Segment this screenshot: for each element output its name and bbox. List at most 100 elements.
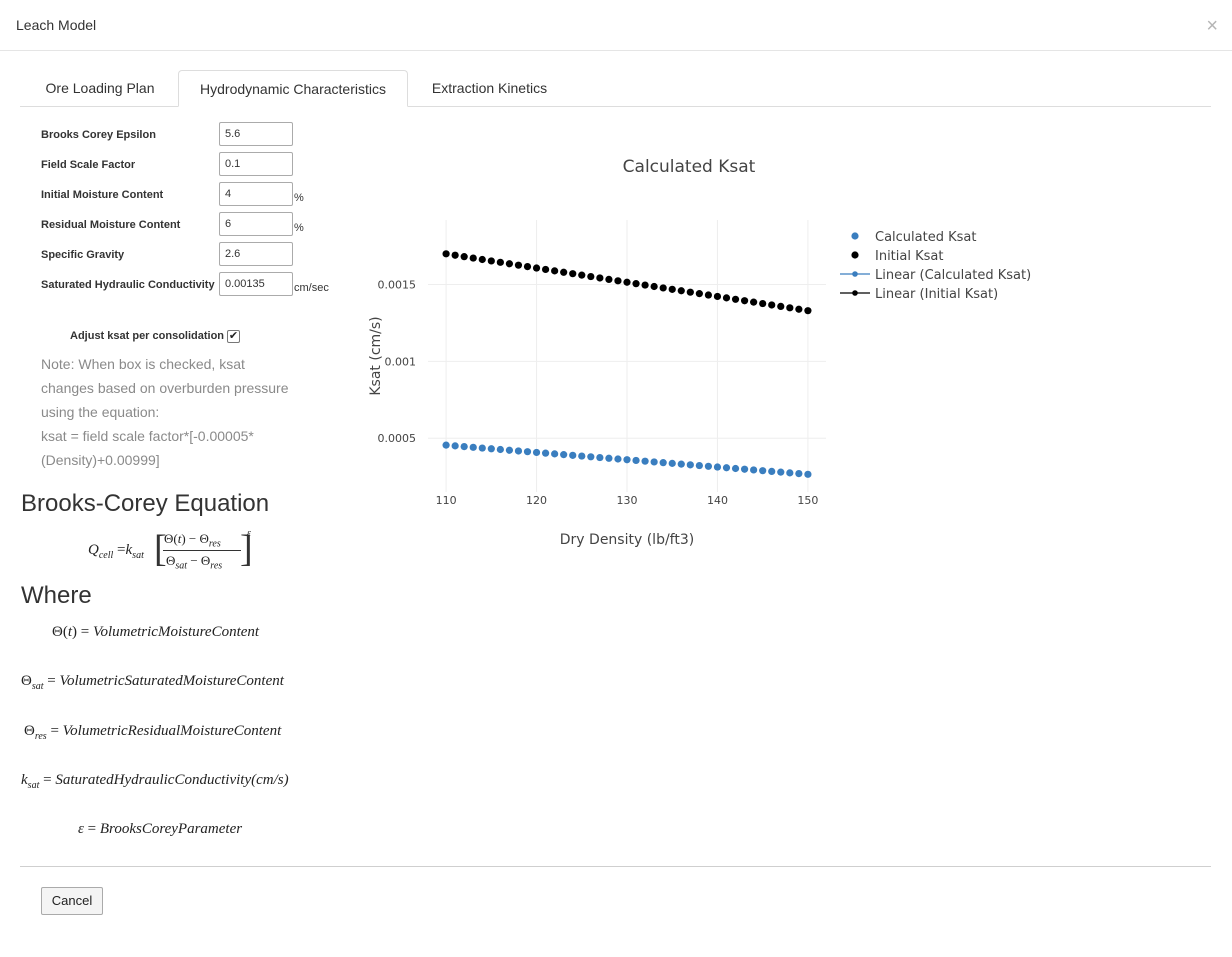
equation-lhs: Qcell =ksat xyxy=(88,542,144,561)
data-point-series-1 xyxy=(704,291,713,299)
data-point-series-0 xyxy=(750,466,758,474)
data-point-series-1 xyxy=(632,280,640,288)
where-heading: Where xyxy=(21,582,92,609)
data-point-series-1 xyxy=(496,258,504,266)
where-epsilon-text: BrooksCoreyParameter xyxy=(99,821,243,837)
note-line: (Density)+0.00999] xyxy=(41,452,160,468)
consolidation-note: Note: When box is checked, ksat changes … xyxy=(41,352,311,472)
data-point-series-0 xyxy=(722,464,731,472)
initial-moisture-unit: % xyxy=(294,192,304,204)
data-point-series-1 xyxy=(605,275,613,283)
tab-extraction-kinetics[interactable]: Extraction Kinetics xyxy=(431,80,548,96)
data-point-series-0 xyxy=(460,442,468,451)
initial-moisture-input[interactable] xyxy=(219,182,293,206)
data-point-series-0 xyxy=(768,467,776,476)
data-point-series-0 xyxy=(668,459,676,467)
where-theta-res: Θres = VolumetricResidualMoistureContent xyxy=(24,723,282,742)
data-point-series-0 xyxy=(777,468,785,476)
data-point-series-0 xyxy=(695,461,703,470)
data-point-series-1 xyxy=(514,261,523,269)
data-point-series-1 xyxy=(532,264,541,272)
specific-gravity-input[interactable] xyxy=(219,242,293,266)
legend-marker-3 xyxy=(852,290,858,296)
data-point-series-1 xyxy=(768,301,776,309)
where-theta-res-text: VolumetricResidualMoistureContent xyxy=(62,723,282,739)
data-point-series-1 xyxy=(759,299,767,308)
equation-numerator: Θ(t) − Θres xyxy=(164,531,221,550)
data-point-series-0 xyxy=(578,452,586,460)
data-point-series-0 xyxy=(596,453,604,462)
residual-moisture-input[interactable] xyxy=(219,212,293,236)
data-point-series-1 xyxy=(487,257,495,265)
data-point-series-0 xyxy=(632,456,640,465)
close-icon[interactable]: × xyxy=(1206,15,1218,37)
data-point-series-0 xyxy=(451,442,459,450)
equation-denominator: Θsat − Θres xyxy=(166,553,223,572)
field-scale-row: Field Scale Factor xyxy=(41,152,341,176)
data-point-series-1 xyxy=(569,270,577,278)
note-line: using the equation: xyxy=(41,404,160,420)
tab-ore-loading-plan[interactable]: Ore Loading Plan xyxy=(45,80,155,96)
adjust-ksat-checkbox[interactable]: ✔ xyxy=(227,330,240,343)
data-point-series-1 xyxy=(614,277,622,285)
sat-conductivity-label: Saturated Hydraulic Conductivity xyxy=(41,279,215,291)
data-point-series-0 xyxy=(541,449,550,457)
data-point-series-0 xyxy=(514,447,523,455)
data-point-series-0 xyxy=(804,470,812,478)
data-point-series-1 xyxy=(686,288,694,296)
data-point-series-1 xyxy=(668,285,676,293)
x-tick-label: 130 xyxy=(617,494,638,507)
data-point-series-0 xyxy=(478,444,486,452)
initial-moisture-row: Initial Moisture Content % xyxy=(41,182,341,206)
data-point-series-1 xyxy=(442,250,450,258)
where-ksat: ksat = SaturatedHydraulicConductivity(cm… xyxy=(21,772,289,791)
data-point-series-0 xyxy=(560,451,568,459)
x-tick-label: 140 xyxy=(707,494,728,507)
where-theta-sat-text: VolumetricSaturatedMoistureContent xyxy=(59,673,284,689)
footer-divider xyxy=(20,866,1211,867)
residual-moisture-unit: % xyxy=(294,222,304,234)
data-point-series-0 xyxy=(677,460,685,468)
data-point-series-0 xyxy=(759,467,767,475)
sat-conductivity-unit: cm/sec xyxy=(294,282,329,294)
specific-gravity-row: Specific Gravity xyxy=(41,242,341,266)
data-point-series-1 xyxy=(641,281,649,289)
legend-label-3: Linear (Initial Ksat) xyxy=(875,287,998,302)
data-point-series-1 xyxy=(677,287,685,295)
data-point-series-1 xyxy=(578,271,586,279)
x-axis-label: Dry Density (lb/ft3) xyxy=(560,532,694,548)
epsilon-row: Brooks Corey Epsilon xyxy=(41,122,341,146)
data-point-series-1 xyxy=(659,284,667,292)
modal-title: Leach Model xyxy=(16,17,97,33)
data-point-series-0 xyxy=(469,443,477,451)
x-tick-label: 110 xyxy=(436,494,457,507)
epsilon-label: Brooks Corey Epsilon xyxy=(41,129,156,141)
data-point-series-1 xyxy=(460,253,468,261)
data-point-series-0 xyxy=(659,459,667,467)
legend-label-2: Linear (Calculated Ksat) xyxy=(875,268,1031,283)
legend-label-0: Calculated Ksat xyxy=(875,230,976,245)
epsilon-input[interactable] xyxy=(219,122,293,146)
cancel-button[interactable]: Cancel xyxy=(41,887,103,915)
x-tick-label: 150 xyxy=(797,494,818,507)
left-bracket: [ xyxy=(154,528,167,570)
epsilon-exponent: ε xyxy=(247,528,251,539)
data-point-series-1 xyxy=(695,290,703,298)
data-point-series-0 xyxy=(569,451,577,459)
data-point-series-0 xyxy=(713,463,722,471)
y-tick-label: 0.001 xyxy=(385,355,417,368)
tab-hydrodynamic-characteristics[interactable]: Hydrodynamic Characteristics xyxy=(178,70,408,107)
data-point-series-0 xyxy=(686,461,694,469)
data-point-series-1 xyxy=(713,292,722,301)
where-theta-t: Θ(t) = VolumetricMoistureContent xyxy=(52,624,260,640)
data-point-series-0 xyxy=(532,448,541,457)
where-theta-sat: Θsat = VolumetricSaturatedMoistureConten… xyxy=(21,673,284,692)
ksat-chart: Calculated Ksat 110 120 130 140 150 0.0005 0.00… xyxy=(368,157,1031,548)
field-scale-input[interactable] xyxy=(219,152,293,176)
equation-heading: Brooks-Corey Equation xyxy=(21,490,270,517)
data-point-series-1 xyxy=(750,298,758,306)
data-point-series-0 xyxy=(786,469,794,477)
sat-conductivity-input[interactable] xyxy=(219,272,293,296)
data-point-series-1 xyxy=(786,304,794,312)
data-point-series-0 xyxy=(505,446,514,454)
